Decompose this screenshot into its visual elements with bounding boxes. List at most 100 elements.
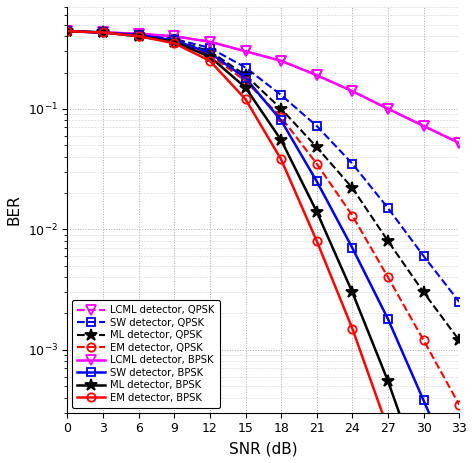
SW detector, QPSK (64, 28, 70, 34)
LCML detector, QPSK (385, 106, 391, 112)
ML detector, QPSK (421, 289, 427, 295)
ML detector, QPSK (243, 72, 248, 78)
SW detector, BPSK (243, 75, 248, 81)
SW detector, QPSK (278, 92, 284, 98)
LCML detector, BPSK (100, 30, 106, 35)
LCML detector, QPSK (456, 140, 462, 146)
LCML detector, BPSK (172, 33, 177, 39)
SW detector, BPSK (421, 398, 427, 403)
LCML detector, BPSK (314, 72, 319, 78)
ML detector, QPSK (136, 32, 142, 38)
LCML detector, QPSK (100, 30, 106, 35)
Line: ML detector, BPSK: ML detector, BPSK (61, 25, 465, 463)
EM detector, BPSK (314, 238, 319, 244)
ML detector, BPSK (314, 209, 319, 214)
Line: SW detector, QPSK: SW detector, QPSK (64, 27, 464, 306)
SW detector, QPSK (385, 205, 391, 211)
SW detector, BPSK (385, 316, 391, 322)
ML detector, BPSK (349, 289, 355, 295)
ML detector, BPSK (64, 28, 70, 34)
LCML detector, QPSK (64, 28, 70, 34)
EM detector, BPSK (100, 30, 106, 35)
Line: EM detector, QPSK: EM detector, QPSK (64, 27, 464, 409)
SW detector, QPSK (421, 253, 427, 259)
EM detector, QPSK (207, 52, 213, 58)
EM detector, BPSK (207, 58, 213, 63)
ML detector, QPSK (278, 106, 284, 112)
EM detector, BPSK (349, 326, 355, 332)
Line: LCML detector, BPSK: LCML detector, BPSK (63, 26, 464, 148)
LCML detector, QPSK (207, 39, 213, 44)
EM detector, QPSK (421, 338, 427, 343)
LCML detector, QPSK (314, 72, 319, 78)
ML detector, QPSK (207, 49, 213, 54)
EM detector, QPSK (243, 78, 248, 84)
LCML detector, QPSK (349, 88, 355, 94)
EM detector, QPSK (100, 30, 106, 35)
LCML detector, BPSK (385, 106, 391, 112)
Y-axis label: BER: BER (7, 194, 22, 225)
LCML detector, BPSK (64, 28, 70, 34)
ML detector, QPSK (456, 338, 462, 343)
ML detector, BPSK (278, 138, 284, 143)
EM detector, BPSK (278, 156, 284, 162)
LCML detector, BPSK (456, 140, 462, 146)
ML detector, BPSK (172, 39, 177, 44)
ML detector, QPSK (385, 238, 391, 244)
SW detector, BPSK (314, 179, 319, 184)
SW detector, BPSK (207, 50, 213, 56)
EM detector, QPSK (349, 213, 355, 219)
Line: SW detector, BPSK: SW detector, BPSK (64, 27, 464, 463)
EM detector, BPSK (64, 28, 70, 34)
ML detector, BPSK (100, 30, 106, 35)
SW detector, BPSK (136, 32, 142, 38)
EM detector, QPSK (456, 402, 462, 407)
X-axis label: SNR (dB): SNR (dB) (229, 441, 298, 456)
Line: EM detector, BPSK: EM detector, BPSK (64, 27, 464, 463)
ML detector, QPSK (349, 185, 355, 191)
LCML detector, BPSK (136, 31, 142, 37)
LCML detector, BPSK (243, 49, 248, 54)
ML detector, BPSK (385, 378, 391, 384)
EM detector, QPSK (278, 114, 284, 120)
ML detector, QPSK (172, 38, 177, 43)
EM detector, QPSK (172, 39, 177, 44)
ML detector, BPSK (136, 33, 142, 39)
ML detector, QPSK (100, 30, 106, 35)
ML detector, BPSK (207, 54, 213, 60)
LCML detector, BPSK (207, 39, 213, 44)
SW detector, QPSK (207, 45, 213, 50)
EM detector, QPSK (136, 33, 142, 39)
Line: ML detector, QPSK: ML detector, QPSK (61, 25, 465, 346)
EM detector, QPSK (385, 275, 391, 280)
EM detector, BPSK (385, 426, 391, 432)
SW detector, QPSK (456, 299, 462, 305)
SW detector, QPSK (100, 30, 106, 35)
SW detector, QPSK (136, 32, 142, 38)
LCML detector, BPSK (421, 123, 427, 129)
SW detector, BPSK (349, 245, 355, 251)
SW detector, QPSK (314, 123, 319, 129)
LCML detector, BPSK (278, 58, 284, 63)
SW detector, BPSK (172, 38, 177, 43)
SW detector, QPSK (349, 161, 355, 167)
EM detector, BPSK (136, 33, 142, 39)
LCML detector, QPSK (278, 58, 284, 63)
ML detector, QPSK (314, 144, 319, 150)
LCML detector, BPSK (349, 88, 355, 94)
SW detector, QPSK (172, 36, 177, 42)
ML detector, BPSK (243, 85, 248, 90)
LCML detector, QPSK (243, 49, 248, 54)
LCML detector, QPSK (172, 33, 177, 39)
Legend: LCML detector, QPSK, SW detector, QPSK, ML detector, QPSK, EM detector, QPSK, LC: LCML detector, QPSK, SW detector, QPSK, … (73, 300, 220, 408)
SW detector, BPSK (100, 30, 106, 35)
EM detector, BPSK (243, 96, 248, 102)
LCML detector, QPSK (421, 123, 427, 129)
EM detector, QPSK (64, 28, 70, 34)
ML detector, QPSK (64, 28, 70, 34)
SW detector, BPSK (64, 28, 70, 34)
Line: LCML detector, QPSK: LCML detector, QPSK (63, 26, 464, 148)
EM detector, BPSK (172, 40, 177, 46)
SW detector, QPSK (243, 65, 248, 70)
SW detector, BPSK (278, 118, 284, 123)
